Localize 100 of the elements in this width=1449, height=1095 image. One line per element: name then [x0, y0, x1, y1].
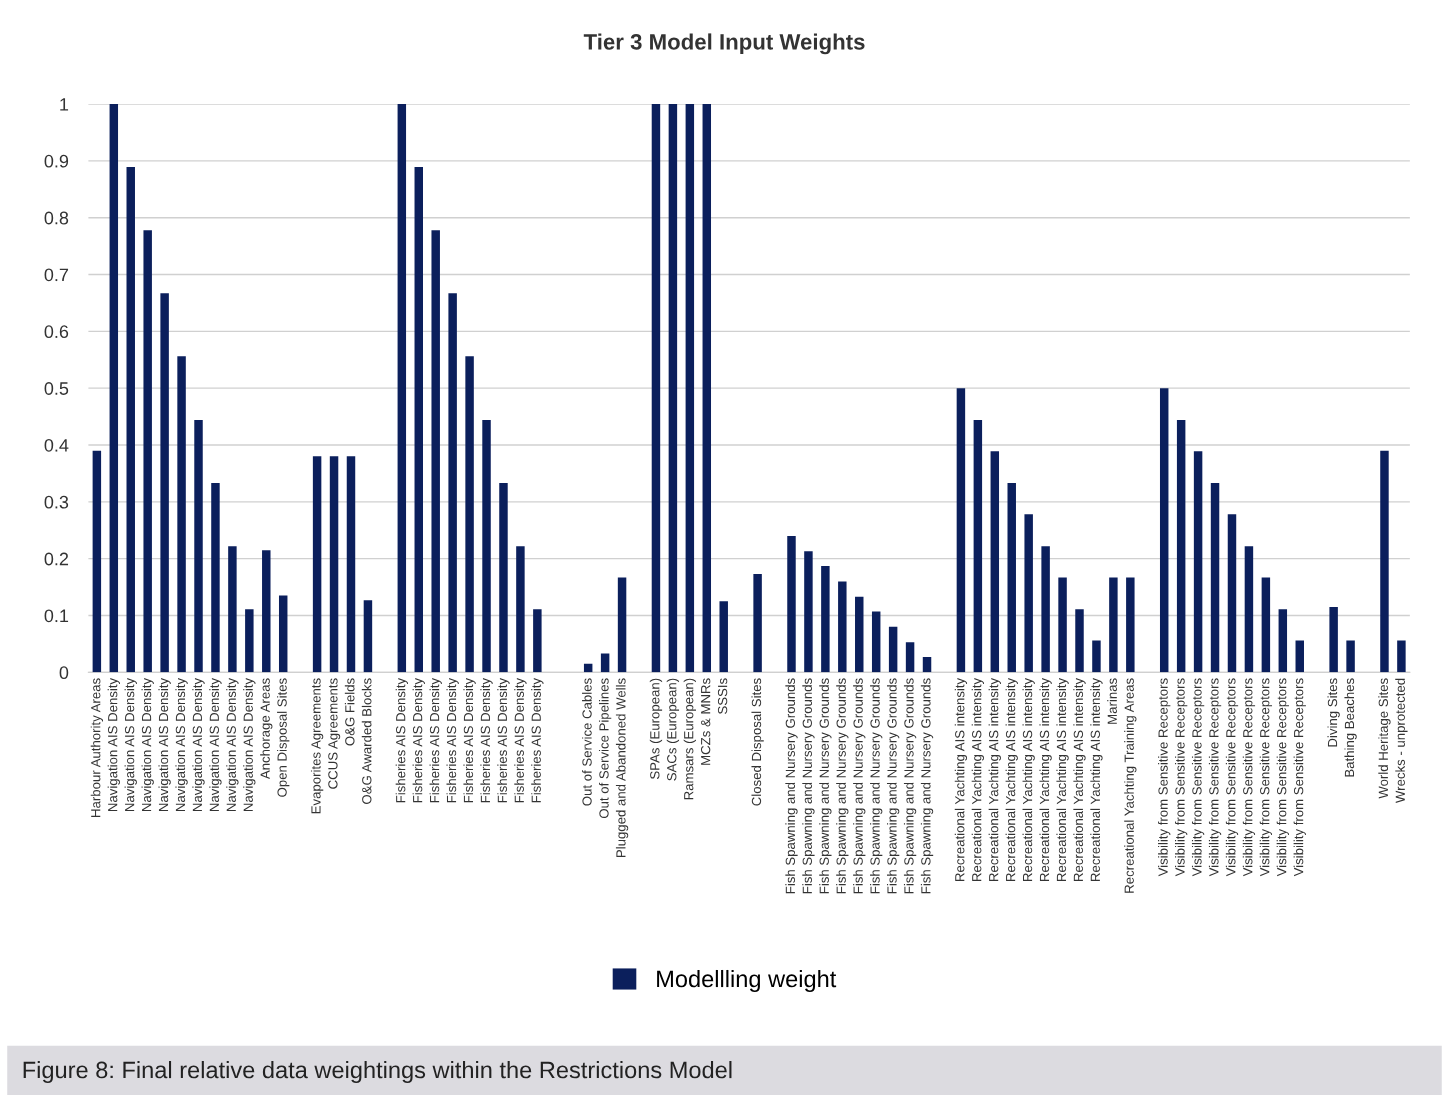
x-tick-label: Recreational Yachting AIS intensity	[1090, 677, 1103, 881]
x-tick-label: Fish Spawning and Nursery Grounds	[785, 678, 798, 894]
x-tick-label: Fisheries AIS Density	[446, 677, 459, 803]
bar	[600, 653, 610, 673]
x-tick-label: Navigation AIS Density	[226, 677, 239, 812]
bar	[1329, 606, 1338, 673]
bar	[1159, 388, 1169, 673]
x-tick-label: SSSIs	[717, 678, 728, 714]
bar	[397, 104, 407, 673]
x-tick-label: Recreational Yachting AIS intensity	[988, 677, 1001, 881]
x-tick-label: World Heritage Sites	[1378, 678, 1391, 799]
bar	[1380, 450, 1389, 673]
bar	[1058, 577, 1067, 673]
x-tick-label: Visibility from Sensitive Receptors	[1175, 678, 1188, 877]
bar	[1109, 577, 1118, 673]
bar	[499, 483, 508, 673]
bar	[1346, 640, 1355, 673]
bar	[1261, 577, 1271, 673]
x-tick-label: Recreational Yachting AIS intensity	[1022, 677, 1035, 881]
bar	[1007, 483, 1016, 673]
x-tick-label: Fisheries AIS Density	[497, 677, 510, 803]
x-tick-label: Recreational Yachting AIS intensity	[1039, 677, 1052, 881]
x-tick-label: Visibility from Sensitive Receptors	[1276, 678, 1289, 877]
y-tick-label: 0.9	[44, 154, 69, 168]
x-tick-label: Navigation AIS Density	[209, 677, 222, 812]
bar	[211, 483, 220, 673]
y-tick-label: 0	[59, 666, 69, 680]
bar	[262, 550, 271, 673]
y-tick-label: 0.1	[44, 609, 69, 623]
bar	[804, 551, 813, 673]
bar	[143, 230, 152, 673]
y-tick-label: 0.3	[44, 495, 69, 509]
x-tick-label: Navigation AIS Density	[175, 677, 188, 812]
x-tick-label: Recreational Yachting AIS intensity	[1073, 677, 1086, 881]
x-tick-label: Navigation AIS Density	[124, 677, 137, 812]
x-tick-label: Harbour Authority Areas	[90, 678, 104, 817]
bar	[465, 356, 474, 673]
bar	[245, 609, 254, 673]
bar	[753, 574, 762, 673]
y-tick-label: 0.2	[44, 552, 69, 566]
x-tick-label: Wrecks - unprotected	[1395, 678, 1408, 803]
x-tick-label: Plugged and Abandoned Wells	[615, 678, 629, 858]
x-tick-label: Recreational Yachting AIS intensity	[954, 677, 968, 881]
x-tick-label: Visibility from Sensitive Receptors	[1158, 678, 1171, 877]
bar	[92, 450, 102, 673]
x-tick-label: Bathing Beaches	[1344, 678, 1357, 777]
y-tick-label: 0.4	[44, 438, 69, 452]
bar	[278, 595, 288, 673]
x-tick-label: Fish Spawning and Nursery Grounds	[903, 678, 917, 894]
bar	[855, 596, 864, 673]
x-tick-label: Fisheries AIS Density	[514, 677, 527, 803]
bar	[431, 230, 440, 673]
x-tick-label: MCZs & MNRs	[700, 678, 711, 765]
x-tick-label: Fish Spawning and Nursery Grounds	[836, 678, 849, 894]
bar	[702, 104, 712, 673]
x-tick-label: Navigation AIS Density	[107, 677, 120, 812]
x-tick-label: Recreational Yachting AIS intensity	[971, 677, 984, 881]
x-tick-label: Fisheries AIS Density	[480, 677, 493, 803]
x-tick-label: Fish Spawning and Nursery Grounds	[920, 678, 934, 894]
x-tick-label: Fisheries AIS Density	[429, 677, 442, 803]
x-tick-label: Visibility from Sensitive Receptors	[1225, 678, 1239, 877]
bar	[922, 656, 932, 673]
x-tick-label: Visibility from Sensitive Receptors	[1293, 678, 1306, 877]
bar	[617, 577, 627, 673]
bar	[346, 456, 356, 673]
x-tick-label: Out of Service Cables	[582, 678, 592, 806]
bar	[651, 104, 661, 673]
x-tick-label: Recreational Yachting AIS intensity	[1005, 677, 1018, 881]
bar	[973, 420, 983, 673]
y-tick-label: 0.8	[44, 211, 69, 225]
x-tick-label: Fisheries AIS Density	[412, 677, 425, 803]
bar	[194, 420, 203, 673]
bar	[956, 388, 966, 673]
bar	[177, 356, 186, 673]
bar	[838, 581, 847, 673]
x-tick-label: Diving Sites	[1327, 678, 1340, 747]
x-tick-label: Fish Spawning and Nursery Grounds	[870, 678, 883, 894]
x-tick-label: Fisheries AIS Density	[463, 677, 476, 803]
bar	[821, 566, 830, 673]
bar	[1227, 514, 1237, 673]
bar	[126, 167, 135, 673]
bar	[1295, 640, 1304, 673]
y-tick-label: 1	[60, 98, 69, 111]
bar	[871, 611, 881, 673]
bar	[787, 535, 796, 673]
x-tick-label: Ramsars (European)	[683, 678, 696, 800]
bar	[329, 456, 339, 673]
bar	[1092, 640, 1101, 673]
x-tick-label: CCUS Agreements	[328, 678, 341, 789]
x-tick-label: Open Disposal Sites	[277, 678, 290, 797]
y-tick-label: 0.7	[44, 268, 69, 282]
bar	[888, 626, 898, 673]
x-tick-label: Visibility from Sensitive Receptors	[1259, 678, 1273, 877]
x-tick-label: Out of Service Pipelines	[598, 678, 612, 819]
caption: Figure 8: Final relative data weightings within the Restrictions Model	[23, 1061, 732, 1084]
x-tick-label: SACs (European)	[666, 678, 680, 781]
bar	[990, 451, 1000, 673]
x-tick-label: Anchorage Areas	[260, 678, 273, 780]
x-tick-label: Recreational Yachting Training Areas	[1124, 678, 1137, 893]
x-tick-label: Evaporites Agreements	[310, 678, 324, 814]
